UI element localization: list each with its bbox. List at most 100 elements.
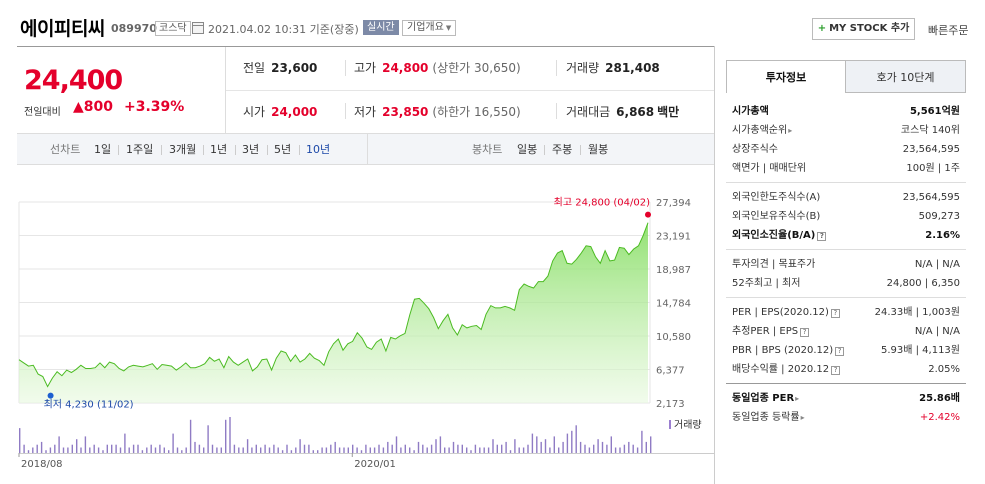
- volume-bar: [176, 447, 179, 453]
- tab-period-3m[interactable]: 3개월: [169, 143, 197, 156]
- help-icon[interactable]: ?: [800, 328, 810, 337]
- chevron-right-icon[interactable]: ▸: [800, 413, 805, 422]
- tab-order-book[interactable]: 호가 10단계: [845, 60, 966, 93]
- info-label-text: 동일업종 PER: [732, 393, 795, 404]
- add-my-stock-button[interactable]: + MY STOCK 추가: [812, 18, 915, 40]
- info-label[interactable]: 동일업종 등락률▸: [732, 408, 805, 427]
- change-amount: ▲800: [73, 99, 113, 115]
- prev-compare-label: 전일대비: [24, 107, 61, 118]
- volume-bar: [119, 447, 122, 453]
- info-value: 2.16%: [925, 230, 960, 241]
- help-icon[interactable]: ?: [831, 366, 841, 375]
- info-row: 외국인한도주식수(A) 23,564,595: [732, 188, 960, 207]
- info-value: 23,564,595: [902, 144, 960, 155]
- info-row: 52주최고 | 최저 24,800 | 6,350: [732, 274, 960, 293]
- info-label-text: 시가총액순위: [732, 125, 788, 136]
- volume-bar: [632, 444, 634, 453]
- help-icon[interactable]: ?: [835, 347, 845, 356]
- volume-bar: [588, 447, 591, 453]
- volume-bar: [461, 444, 463, 453]
- volume-bar: [628, 441, 630, 453]
- volume-bar: [343, 447, 345, 453]
- volume-bar: [325, 447, 328, 453]
- volume-bar: [146, 447, 148, 453]
- tab-period-1y[interactable]: 1년: [210, 143, 228, 156]
- info-label: 외국인보유주식수(B): [732, 207, 820, 226]
- company-overview-dropdown[interactable]: 기업개요 ▼: [402, 20, 457, 36]
- volume-bar: [102, 450, 104, 453]
- info-label: 시가총액: [732, 102, 769, 121]
- high-label: 고가: [354, 61, 377, 75]
- help-icon[interactable]: ?: [817, 232, 827, 241]
- chevron-right-icon[interactable]: ▸: [795, 394, 800, 403]
- volume-bar: [562, 441, 564, 453]
- quick-order-link[interactable]: 빠른주문: [928, 24, 969, 37]
- info-label-text: 액면가 | 매매단위: [732, 163, 807, 174]
- company-overview-label: 기업개요: [407, 22, 444, 33]
- volume-bar: [89, 447, 91, 453]
- info-label: 외국인소진율(B/A)?: [732, 226, 827, 245]
- info-value: 25.86배: [919, 393, 960, 404]
- volume-bar: [606, 444, 608, 453]
- volume-bar: [40, 441, 43, 453]
- tab-period-10y[interactable]: 10년: [306, 143, 331, 156]
- volume-bar: [527, 444, 529, 453]
- info-label-text: PER | EPS(2020.12): [732, 307, 829, 318]
- volume-bar: [378, 444, 380, 453]
- volume-bar: [457, 444, 459, 453]
- volume-bar: [466, 447, 468, 453]
- info-label: PER | EPS(2020.12)?: [732, 303, 840, 322]
- amount-unit: 백만: [657, 105, 680, 119]
- prev-close-cell: 전일 23,600: [243, 47, 317, 90]
- volume-bar: [571, 430, 573, 453]
- amount-label: 거래대금: [566, 105, 611, 119]
- tab-candle-monthly[interactable]: 월봉: [588, 143, 609, 156]
- volume-bar: [168, 450, 170, 453]
- volume-bar: [132, 444, 135, 453]
- volume-bar: [334, 441, 336, 453]
- volume-bar: [575, 425, 577, 453]
- info-label[interactable]: 동일업종 PER▸: [732, 389, 799, 408]
- volume-bar: [623, 444, 626, 453]
- volume-bar: [597, 439, 599, 453]
- volume-bar: [97, 447, 100, 453]
- volume-bar: [303, 444, 306, 453]
- volume-bar: [225, 419, 227, 453]
- price-area: [19, 222, 648, 403]
- tab-period-1w[interactable]: 1주일: [126, 143, 154, 156]
- price-line: [18, 222, 649, 388]
- volume-bar: [404, 444, 406, 453]
- y-tick-label: 23,191: [656, 232, 691, 243]
- volume-bar: [430, 444, 433, 453]
- tab-period-3y[interactable]: 3년: [242, 143, 260, 156]
- help-icon[interactable]: ?: [830, 309, 840, 318]
- realtime-button[interactable]: 실시간: [363, 20, 399, 35]
- tab-investment-info[interactable]: 투자정보: [726, 60, 846, 93]
- volume-bar: [189, 419, 192, 453]
- volume-bar: [163, 447, 165, 453]
- volume-bar: [251, 447, 253, 453]
- volume-bar: [233, 444, 236, 453]
- volume-bar: [505, 441, 507, 453]
- tab-period-5y[interactable]: 5년: [274, 143, 292, 156]
- tab-candle-weekly[interactable]: 주봉: [552, 143, 573, 156]
- chevron-right-icon[interactable]: ▸: [788, 126, 793, 135]
- volume-bar: [255, 444, 257, 453]
- volume-bar: [619, 447, 621, 453]
- info-value: 2.05%: [928, 364, 960, 375]
- volume-bar: [128, 447, 130, 453]
- volume-bar: [207, 425, 209, 453]
- volume-bar: [115, 444, 117, 453]
- volume-bar: [492, 439, 494, 453]
- volume-bar: [610, 436, 612, 453]
- tab-candle-daily[interactable]: 일봉: [517, 143, 538, 156]
- info-label: 액면가 | 매매단위: [732, 159, 806, 178]
- lower-limit: (하한가 16,550): [432, 105, 521, 119]
- volume-bar: [36, 444, 38, 453]
- volume-bar: [514, 439, 516, 453]
- tab-period-1d[interactable]: 1일: [94, 143, 112, 156]
- volume-bar: [242, 447, 244, 453]
- y-tick-label: 2,173: [656, 399, 685, 410]
- info-label[interactable]: 시가총액순위▸: [732, 121, 792, 140]
- y-tick-label: 18,987: [656, 265, 691, 276]
